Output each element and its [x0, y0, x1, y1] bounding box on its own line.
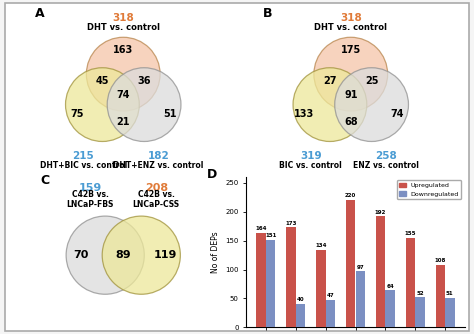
- Text: 133: 133: [294, 109, 314, 119]
- Text: 21: 21: [117, 117, 130, 127]
- Text: 258: 258: [375, 151, 397, 161]
- Text: 155: 155: [405, 231, 416, 236]
- Text: 319: 319: [300, 151, 321, 161]
- Text: 45: 45: [96, 75, 109, 86]
- Text: 97: 97: [356, 265, 364, 270]
- Ellipse shape: [65, 68, 139, 142]
- Text: 173: 173: [285, 220, 297, 225]
- Text: 64: 64: [386, 284, 394, 289]
- Text: C42B vs.
LNCaP-CSS: C42B vs. LNCaP-CSS: [133, 190, 180, 209]
- Text: 164: 164: [255, 226, 267, 231]
- Bar: [415, 297, 425, 327]
- Text: 89: 89: [116, 250, 131, 260]
- Ellipse shape: [86, 37, 160, 111]
- Text: 163: 163: [113, 45, 133, 55]
- Text: DHT vs. control: DHT vs. control: [314, 23, 387, 32]
- Text: 91: 91: [344, 90, 357, 100]
- Bar: [286, 227, 296, 327]
- Text: 192: 192: [375, 210, 386, 214]
- Text: 74: 74: [117, 90, 130, 100]
- FancyBboxPatch shape: [5, 3, 469, 331]
- Text: D: D: [207, 168, 218, 181]
- Bar: [406, 238, 415, 327]
- Ellipse shape: [314, 37, 388, 111]
- Text: 47: 47: [327, 293, 334, 298]
- Ellipse shape: [293, 68, 367, 142]
- Text: 318: 318: [112, 13, 134, 23]
- Ellipse shape: [335, 68, 409, 142]
- Text: ENZ vs. control: ENZ vs. control: [353, 161, 419, 170]
- Bar: [316, 250, 326, 327]
- Text: 108: 108: [435, 258, 446, 263]
- Text: 27: 27: [323, 75, 337, 86]
- Bar: [356, 271, 365, 327]
- Bar: [256, 232, 266, 327]
- Text: C: C: [41, 174, 50, 187]
- Text: 119: 119: [154, 250, 177, 260]
- Text: 159: 159: [79, 183, 102, 192]
- Text: 151: 151: [265, 233, 276, 238]
- Bar: [296, 304, 305, 327]
- Text: 318: 318: [340, 13, 362, 23]
- Text: DHT+BIC vs. control: DHT+BIC vs. control: [39, 161, 127, 170]
- Ellipse shape: [66, 216, 144, 294]
- Text: C42B vs.
LNCaP-FBS: C42B vs. LNCaP-FBS: [66, 190, 114, 209]
- Text: BIC vs. control: BIC vs. control: [279, 161, 342, 170]
- Text: DHT+ENZ vs. control: DHT+ENZ vs. control: [113, 161, 204, 170]
- Bar: [266, 240, 275, 327]
- Ellipse shape: [107, 68, 181, 142]
- Bar: [385, 290, 395, 327]
- Text: 208: 208: [145, 183, 168, 192]
- Legend: Upregulated, Downregulated: Upregulated, Downregulated: [397, 180, 461, 199]
- Text: A: A: [35, 7, 45, 20]
- Text: 36: 36: [137, 75, 151, 86]
- Y-axis label: No of DEPs: No of DEPs: [211, 231, 220, 273]
- Bar: [326, 300, 335, 327]
- Text: 215: 215: [72, 151, 94, 161]
- Text: 134: 134: [315, 243, 327, 248]
- Bar: [346, 200, 356, 327]
- Text: 75: 75: [70, 109, 83, 119]
- Text: 182: 182: [147, 151, 169, 161]
- Bar: [376, 216, 385, 327]
- Text: DHT vs. control: DHT vs. control: [87, 23, 160, 32]
- Text: 220: 220: [345, 193, 356, 198]
- Text: 51: 51: [446, 291, 454, 296]
- Text: 68: 68: [344, 117, 357, 127]
- Ellipse shape: [102, 216, 180, 294]
- Bar: [436, 265, 445, 327]
- Text: 51: 51: [163, 109, 176, 119]
- Text: 52: 52: [416, 291, 424, 296]
- Text: 74: 74: [391, 109, 404, 119]
- Text: 175: 175: [341, 45, 361, 55]
- Text: 25: 25: [365, 75, 378, 86]
- Text: 40: 40: [297, 298, 304, 303]
- Text: 70: 70: [73, 250, 89, 260]
- Text: B: B: [263, 7, 272, 20]
- Bar: [445, 298, 455, 327]
